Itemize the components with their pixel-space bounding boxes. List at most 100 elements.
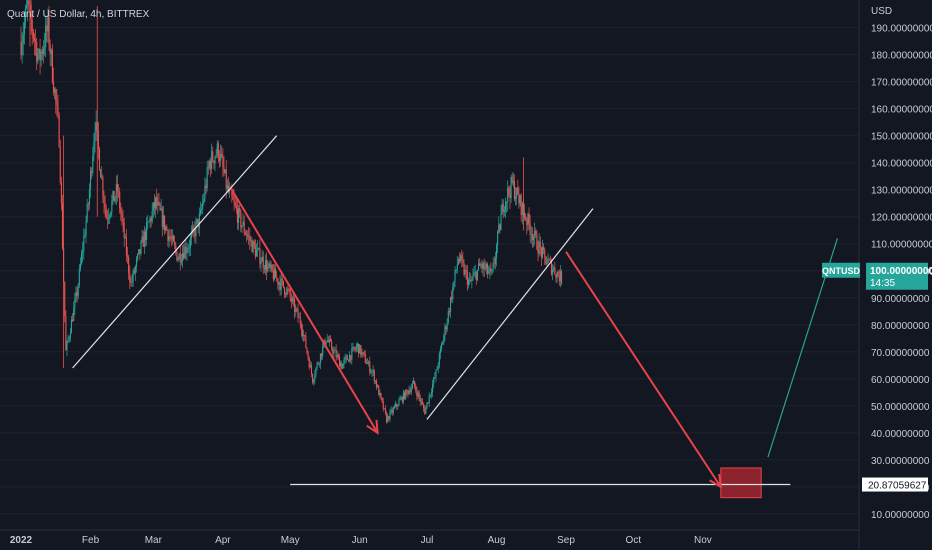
- candle-body: [310, 365, 313, 374]
- candle-body: [404, 392, 406, 399]
- candle-body: [346, 356, 348, 360]
- candle-body: [278, 282, 280, 285]
- candle-body: [484, 267, 486, 270]
- candle-body: [126, 255, 129, 257]
- candle-body: [207, 167, 209, 169]
- candle-body: [83, 236, 85, 251]
- candle-body: [174, 241, 176, 246]
- down-arrow-1[interactable]: [230, 189, 379, 434]
- candle-body: [328, 339, 330, 342]
- candle-body: [549, 259, 551, 261]
- candle-body: [280, 278, 282, 290]
- candle-body: [501, 203, 503, 215]
- candle-body: [193, 227, 195, 230]
- target-box[interactable]: [720, 467, 762, 499]
- candle-body: [276, 277, 278, 279]
- candle-body: [91, 170, 93, 173]
- trend-2[interactable]: [426, 208, 594, 420]
- candle-body: [39, 49, 41, 61]
- candle-body: [557, 272, 559, 276]
- candle-body: [515, 197, 517, 199]
- candle-body: [300, 324, 302, 331]
- candle-body: [338, 356, 341, 367]
- candle-body: [150, 218, 152, 222]
- candle-body: [84, 235, 86, 237]
- candle-body: [504, 202, 507, 211]
- candle-body: [421, 401, 424, 405]
- candle-body: [355, 346, 357, 350]
- trend-1[interactable]: [72, 135, 278, 369]
- candle-body: [133, 270, 135, 274]
- candle-body: [479, 263, 481, 266]
- candle-body: [349, 355, 351, 362]
- candle-body: [253, 241, 255, 247]
- candle-body: [269, 263, 271, 268]
- candle-body: [78, 268, 80, 285]
- x-tick-label: Mar: [145, 535, 163, 546]
- candle-body: [336, 355, 338, 358]
- candle-body: [93, 141, 95, 156]
- candle-body: [456, 264, 458, 270]
- candle-body: [104, 202, 106, 209]
- candle-body: [144, 231, 147, 241]
- candle-body: [123, 222, 125, 239]
- candle-body: [259, 248, 261, 265]
- y-tick-label: 120.00000000: [871, 213, 932, 224]
- candle-body: [79, 263, 81, 269]
- candle-body: [212, 151, 214, 161]
- candle-body: [189, 238, 191, 248]
- candle-body: [444, 326, 446, 336]
- candle-body: [87, 203, 89, 205]
- y-tick-label: 150.00000000: [871, 132, 932, 143]
- candle-body: [32, 31, 34, 38]
- candle-body: [277, 278, 279, 285]
- candle-body: [437, 365, 439, 369]
- candle-body: [438, 353, 440, 366]
- candle-body: [498, 224, 500, 232]
- candle-body: [509, 193, 511, 198]
- time-axis[interactable]: 2022 Feb Mar Apr May Jun Jul Aug Sep Oct Nov: [10, 535, 712, 546]
- down-arrow-2[interactable]: [565, 251, 722, 488]
- candle-body: [396, 403, 398, 407]
- candle-body: [268, 263, 270, 266]
- candle-body: [218, 157, 221, 161]
- y-tick-label: 160.00000000: [871, 105, 932, 116]
- candle-body: [255, 250, 258, 257]
- candle-body: [70, 319, 73, 334]
- candle-body: [508, 188, 510, 194]
- candle-body: [132, 270, 134, 282]
- candle-body: [550, 260, 553, 274]
- candle-body: [273, 268, 276, 280]
- candle-body: [224, 169, 226, 173]
- candle-body: [502, 203, 504, 212]
- candle-body: [282, 280, 284, 288]
- candle-body: [454, 269, 456, 282]
- candle-body: [184, 246, 186, 259]
- candle-body: [220, 153, 222, 161]
- candle-body: [77, 284, 79, 296]
- candle-body: [23, 22, 25, 35]
- candle-body: [457, 259, 459, 265]
- candle-body: [158, 201, 160, 204]
- candle-body: [529, 223, 531, 235]
- candle-body: [124, 236, 126, 239]
- candle-body: [395, 403, 397, 407]
- candle-body: [46, 25, 48, 32]
- candle-body: [418, 392, 420, 398]
- candle-body: [516, 187, 518, 198]
- y-tick-label: 40.00000000: [871, 429, 930, 440]
- candle-body: [279, 282, 281, 290]
- candle-body: [50, 49, 52, 54]
- candle-body: [366, 363, 369, 364]
- candle-body: [214, 156, 216, 164]
- candle-body: [238, 208, 240, 223]
- candle-body: [231, 189, 233, 197]
- candle-body: [365, 362, 367, 364]
- candle-body: [166, 226, 168, 231]
- x-tick-label: Feb: [82, 535, 100, 546]
- candle-body: [244, 232, 246, 235]
- candle-body: [397, 405, 399, 407]
- candle-body: [360, 345, 362, 356]
- candle-body: [313, 379, 315, 383]
